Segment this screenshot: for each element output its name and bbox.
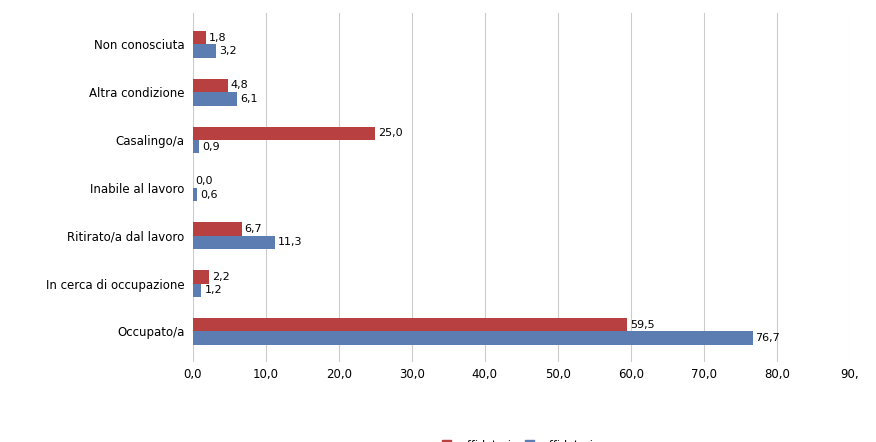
Bar xyxy=(193,44,216,58)
Bar xyxy=(193,126,375,140)
Bar xyxy=(193,283,201,297)
Bar xyxy=(193,222,242,236)
Text: 6,7: 6,7 xyxy=(244,224,262,234)
Bar xyxy=(193,270,208,283)
Bar xyxy=(193,92,237,106)
Text: 0,9: 0,9 xyxy=(202,142,220,152)
Bar xyxy=(193,332,752,345)
Text: 59,5: 59,5 xyxy=(630,320,654,330)
Text: 2,2: 2,2 xyxy=(212,272,230,282)
Text: 3,2: 3,2 xyxy=(219,46,237,56)
Bar xyxy=(193,236,275,249)
Text: 76,7: 76,7 xyxy=(756,333,781,343)
Bar xyxy=(193,140,199,153)
Bar xyxy=(193,79,228,92)
Text: 6,1: 6,1 xyxy=(240,94,258,104)
Text: 0,0: 0,0 xyxy=(195,176,213,186)
Text: 1,2: 1,2 xyxy=(204,285,222,295)
Text: 1,8: 1,8 xyxy=(208,33,226,43)
Text: 0,6: 0,6 xyxy=(200,190,217,199)
Text: 25,0: 25,0 xyxy=(378,128,403,138)
Bar xyxy=(193,31,206,44)
Legend: affidataria, affidatario: affidataria, affidatario xyxy=(438,436,604,442)
Bar xyxy=(193,188,197,201)
Bar xyxy=(193,318,627,332)
Text: 11,3: 11,3 xyxy=(279,237,302,248)
Text: 4,8: 4,8 xyxy=(230,80,249,91)
